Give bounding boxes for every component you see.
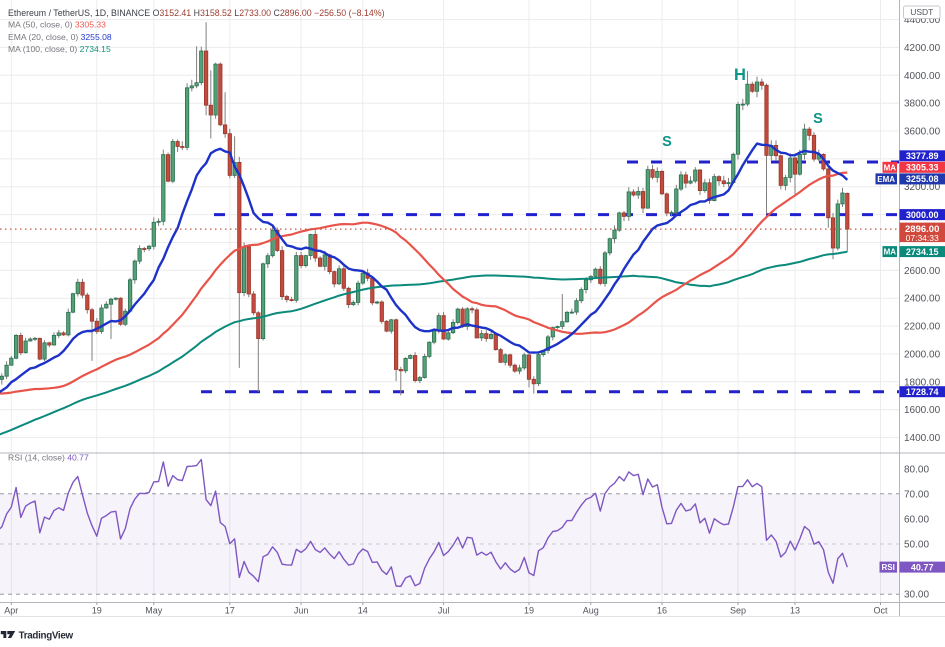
- svg-text:USDT: USDT: [910, 7, 933, 17]
- svg-text:Jul: Jul: [438, 606, 450, 616]
- svg-text:16: 16: [657, 606, 667, 616]
- svg-text:2600.00: 2600.00: [904, 266, 941, 277]
- svg-text:30.00: 30.00: [904, 590, 929, 601]
- svg-text:1400.00: 1400.00: [904, 433, 941, 444]
- svg-text:S: S: [662, 134, 672, 150]
- svg-text:S: S: [813, 111, 823, 127]
- svg-text:TradingView: TradingView: [19, 630, 74, 641]
- svg-text:3800.00: 3800.00: [904, 99, 941, 110]
- svg-text:EMA: EMA: [877, 175, 895, 184]
- svg-text:Ethereum / TetherUS, 1D, BINAN: Ethereum / TetherUS, 1D, BINANCE O3152.4…: [8, 8, 385, 18]
- svg-text:MA: MA: [884, 163, 897, 172]
- svg-text:3305.33: 3305.33: [906, 163, 939, 173]
- svg-text:3600.00: 3600.00: [904, 127, 941, 138]
- svg-text:13: 13: [790, 606, 800, 616]
- svg-text:Sep: Sep: [730, 606, 746, 616]
- svg-text:MA: MA: [884, 248, 897, 257]
- svg-text:MA (100, close, 0) 2734.15: MA (100, close, 0) 2734.15: [8, 44, 111, 54]
- svg-text:May: May: [145, 606, 163, 616]
- svg-text:07:34:33: 07:34:33: [906, 233, 939, 243]
- svg-text:70.00: 70.00: [904, 489, 929, 500]
- svg-text:17: 17: [225, 606, 235, 616]
- svg-text:Aug: Aug: [583, 606, 599, 616]
- svg-text:80.00: 80.00: [904, 464, 929, 475]
- svg-text:60.00: 60.00: [904, 514, 929, 525]
- svg-text:4400.00: 4400.00: [904, 15, 941, 26]
- svg-text:RSI (14, close) 40.77: RSI (14, close) 40.77: [8, 453, 89, 463]
- svg-text:MA (50, close, 0) 3305.33: MA (50, close, 0) 3305.33: [8, 19, 106, 29]
- svg-text:19: 19: [524, 606, 534, 616]
- svg-text:2000.00: 2000.00: [904, 349, 941, 360]
- svg-text:EMA (20, close, 0) 3255.08: EMA (20, close, 0) 3255.08: [8, 32, 112, 42]
- svg-text:3200.00: 3200.00: [904, 182, 941, 193]
- svg-text:40.77: 40.77: [911, 562, 934, 572]
- svg-text:Oct: Oct: [873, 606, 888, 616]
- svg-text:1800.00: 1800.00: [904, 377, 941, 388]
- svg-text:3255.08: 3255.08: [906, 174, 939, 184]
- svg-text:14: 14: [358, 606, 368, 616]
- svg-text:2734.15: 2734.15: [906, 247, 939, 257]
- svg-text:1728.74: 1728.74: [906, 387, 939, 397]
- svg-text:2896.00: 2896.00: [905, 224, 939, 235]
- svg-text:3377.89: 3377.89: [906, 151, 939, 161]
- svg-text:H: H: [734, 66, 746, 84]
- svg-text:50.00: 50.00: [904, 540, 929, 551]
- svg-text:3000.00: 3000.00: [906, 210, 939, 220]
- svg-text:RSI: RSI: [882, 563, 895, 572]
- svg-text:2200.00: 2200.00: [904, 322, 941, 333]
- svg-text:19: 19: [92, 606, 102, 616]
- svg-text:Jun: Jun: [294, 606, 309, 616]
- svg-text:Apr: Apr: [4, 606, 18, 616]
- svg-text:4000.00: 4000.00: [904, 71, 941, 82]
- svg-text:1600.00: 1600.00: [904, 405, 941, 416]
- svg-text:4200.00: 4200.00: [904, 43, 941, 54]
- svg-text:2400.00: 2400.00: [904, 294, 941, 305]
